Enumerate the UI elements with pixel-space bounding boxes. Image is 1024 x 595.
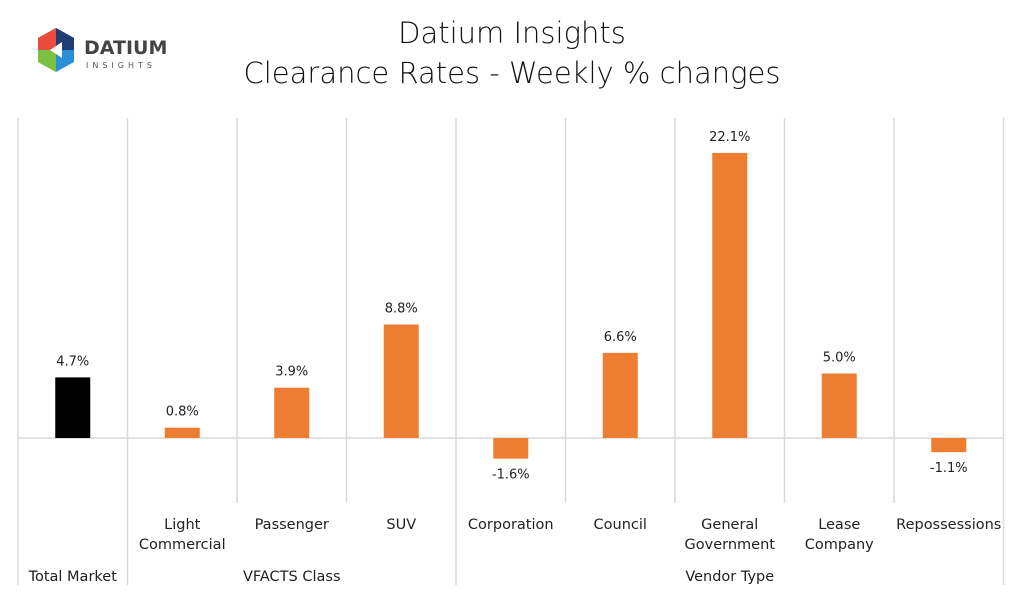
- data-label: 6.6%: [604, 330, 637, 345]
- data-label: 3.9%: [275, 365, 308, 380]
- chart-subtitle: Clearance Rates - Weekly % changes: [243, 56, 781, 90]
- category-label: Corporation: [468, 517, 554, 533]
- data-label: -1.6%: [492, 468, 530, 483]
- data-label: -1.1%: [930, 461, 968, 476]
- chart-title: Datium Insights: [398, 16, 626, 50]
- group-label: Vendor Type: [685, 569, 774, 585]
- category-label: Commercial: [139, 537, 226, 553]
- datium-logo: DATIUM INSIGHTS: [38, 28, 167, 72]
- category-label: Repossessions: [896, 517, 1001, 533]
- category-label: Company: [805, 537, 874, 553]
- bar-suv: [383, 324, 419, 438]
- bar-general-government: [712, 152, 748, 438]
- category-label: Council: [594, 517, 647, 533]
- svg-text:INSIGHTS: INSIGHTS: [86, 61, 156, 70]
- bar-light-commercial: [164, 427, 200, 438]
- data-label: 8.8%: [385, 301, 418, 316]
- bar-passenger: [274, 387, 310, 438]
- bar-lease-company: [821, 373, 857, 438]
- category-label: Lease: [818, 517, 860, 533]
- data-label: 5.0%: [823, 351, 856, 366]
- bar-repossessions: [931, 438, 967, 453]
- bar-corporation: [493, 438, 529, 459]
- category-label: Passenger: [255, 517, 329, 533]
- category-label: Government: [685, 537, 776, 553]
- data-label: 0.8%: [166, 405, 199, 420]
- data-label: 22.1%: [709, 130, 750, 145]
- category-label: SUV: [386, 517, 416, 533]
- group-label: VFACTS Class: [243, 569, 341, 585]
- category-label: General: [701, 517, 758, 533]
- svg-text:DATIUM: DATIUM: [84, 37, 167, 59]
- category-label: Total Market: [28, 569, 118, 585]
- category-label: Light: [164, 517, 201, 533]
- bar-council: [602, 352, 638, 438]
- bar-total-market: [55, 377, 91, 438]
- data-label: 4.7%: [56, 354, 89, 369]
